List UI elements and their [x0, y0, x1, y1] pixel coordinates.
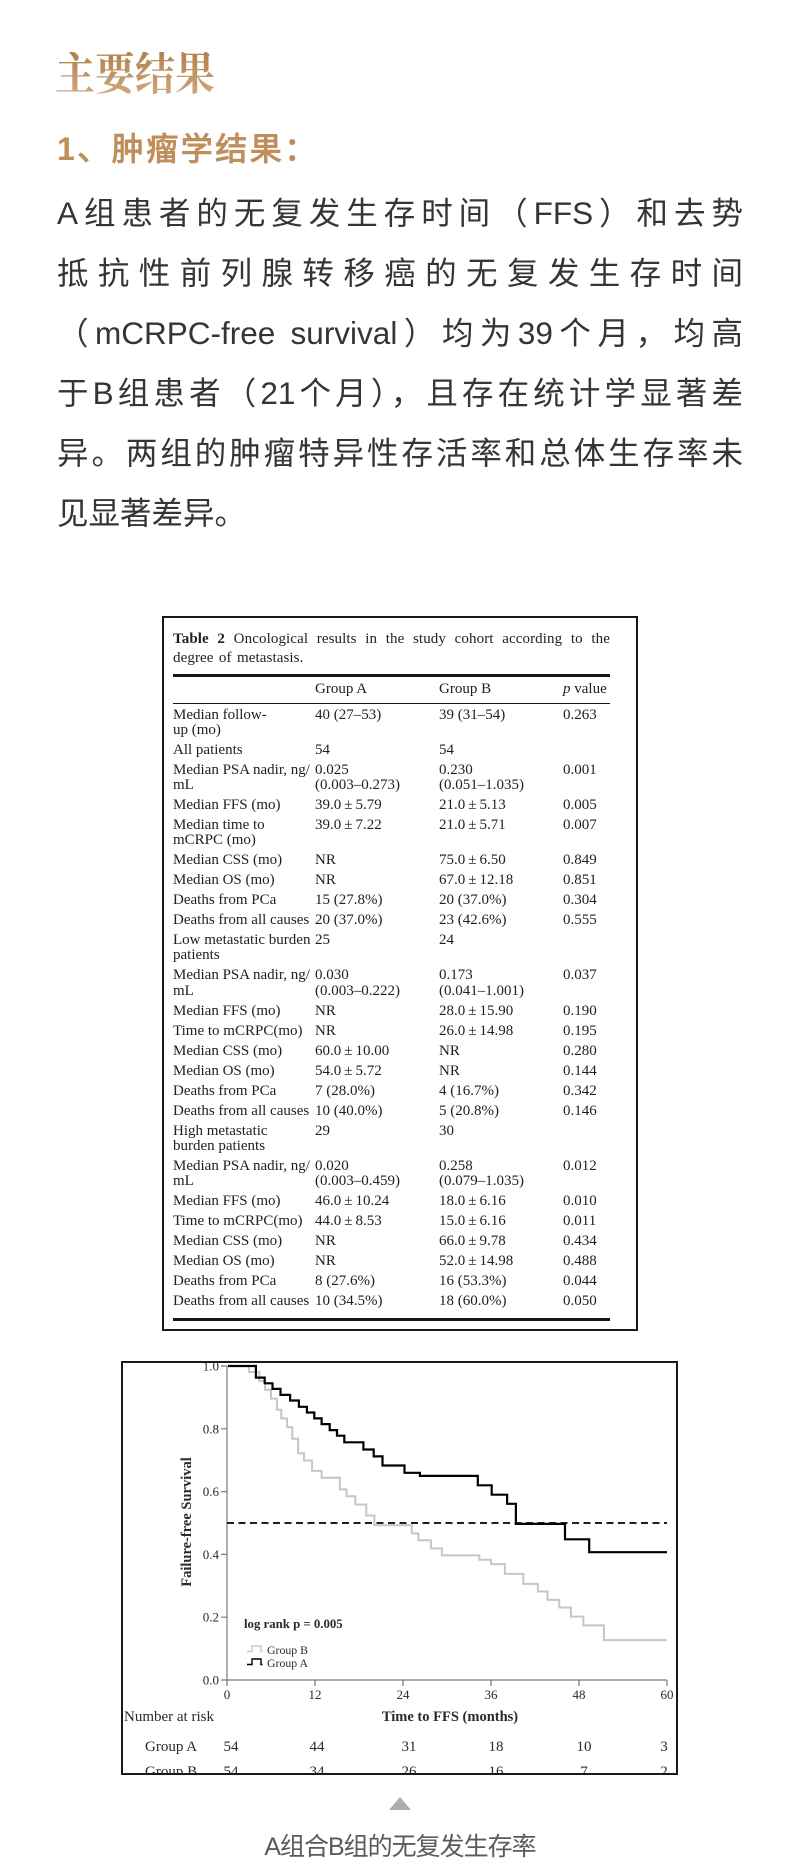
svg-text:31: 31: [402, 1739, 417, 1755]
svg-text:Failure-free Survival: Failure-free Survival: [179, 1457, 195, 1587]
svg-text:54: 54: [224, 1764, 240, 1773]
svg-text:7: 7: [580, 1764, 588, 1773]
svg-text:18: 18: [489, 1739, 504, 1755]
svg-text:48: 48: [573, 1687, 586, 1702]
svg-text:24: 24: [397, 1687, 411, 1702]
svg-text:Group B: Group B: [267, 1643, 308, 1657]
svg-text:16: 16: [489, 1764, 505, 1773]
svg-text:Group A: Group A: [267, 1656, 308, 1670]
svg-text:log rank p = 0.005: log rank p = 0.005: [244, 1617, 343, 1631]
svg-text:44: 44: [310, 1739, 326, 1755]
svg-text:0.6: 0.6: [203, 1484, 220, 1499]
svg-text:3: 3: [660, 1739, 668, 1755]
svg-text:0.8: 0.8: [203, 1421, 219, 1436]
svg-text:Group B: Group B: [145, 1764, 197, 1773]
svg-text:0.2: 0.2: [203, 1610, 219, 1625]
svg-text:0: 0: [224, 1687, 231, 1702]
svg-text:Number at risk: Number at risk: [124, 1709, 214, 1725]
svg-text:36: 36: [485, 1687, 499, 1702]
svg-text:26: 26: [402, 1764, 418, 1773]
svg-text:Time to FFS (months): Time to FFS (months): [382, 1709, 518, 1725]
svg-text:Group A: Group A: [145, 1739, 197, 1755]
svg-text:10: 10: [577, 1739, 592, 1755]
svg-text:34: 34: [310, 1764, 326, 1773]
svg-text:2: 2: [660, 1764, 668, 1773]
svg-text:60: 60: [661, 1687, 674, 1702]
svg-text:12: 12: [309, 1687, 322, 1702]
svg-text:0.4: 0.4: [203, 1547, 220, 1562]
svg-text:1.0: 1.0: [203, 1363, 219, 1374]
svg-text:0.0: 0.0: [203, 1673, 219, 1688]
svg-text:54: 54: [224, 1739, 240, 1755]
